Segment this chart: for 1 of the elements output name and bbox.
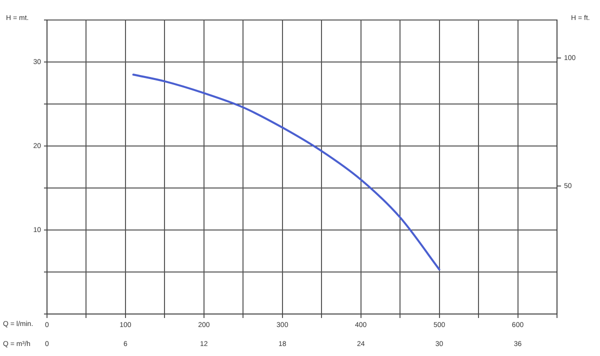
line-series (132, 74, 440, 270)
